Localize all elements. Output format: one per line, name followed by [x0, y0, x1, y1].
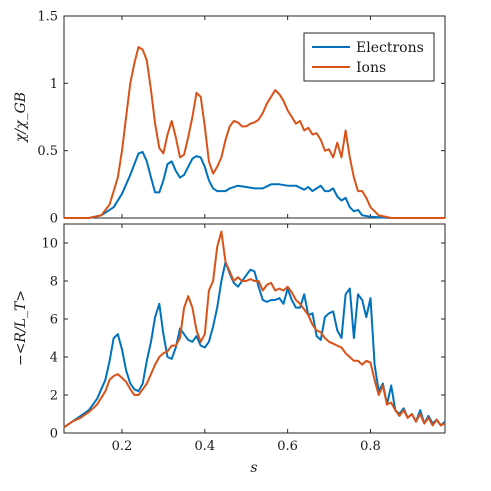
- top-panel-y-ticks: 0 0.5 1 1.5: [37, 10, 445, 227]
- bottom-panel-xtick-label: 0.6: [277, 439, 298, 454]
- bottom-panel-y-ticks: 0 2 4 6 8 10: [41, 237, 445, 442]
- top-panel-lines: [64, 46, 445, 219]
- bottom-panel-ytick-label: 0: [50, 427, 58, 442]
- bottom-panel-ytick-label: 10: [41, 237, 58, 252]
- top-panel-series-ions: [64, 46, 445, 219]
- top-panel-frame: [63, 15, 446, 219]
- bottom-panel-ylabel: −<R/L_T>: [13, 290, 29, 366]
- bottom-panel-xtick-label: 0.8: [360, 439, 381, 454]
- bottom-panel-series-ions: [63, 230, 446, 429]
- bottom-panel-lines: [63, 230, 446, 429]
- top-panel-ytick-label: 0: [50, 212, 58, 227]
- bottom-panel: 0 2 4 6 8 10 0.2 0.4 0.6 0.8 −<R/L_T> s: [13, 223, 446, 476]
- bottom-panel-ytick-label: 2: [50, 389, 58, 404]
- legend-electrons-label: Electrons: [356, 40, 424, 56]
- bottom-panel-xtick-label: 0.2: [112, 439, 133, 454]
- top-panel-ytick-label: 1: [50, 77, 58, 92]
- top-panel-series-electrons: [64, 151, 445, 219]
- top-panel: 0 0.5 1 1.5 Electrons Ions χ/χ_GB: [13, 10, 446, 227]
- bottom-panel-xtick-label: 0.4: [194, 439, 215, 454]
- bottom-panel-ytick-label: 6: [50, 313, 58, 328]
- bottom-panel-series-electrons: [63, 261, 446, 429]
- bottom-panel-ytick-label: 4: [50, 351, 58, 366]
- legend-box: [303, 32, 435, 82]
- legend: Electrons Ions: [303, 32, 435, 82]
- top-panel-ytick-label: 0.5: [37, 144, 58, 159]
- bottom-panel-ytick-label: 8: [50, 275, 58, 290]
- top-panel-ylabel: χ/χ_GB: [13, 92, 29, 143]
- bottom-panel-xlabel: s: [250, 460, 257, 476]
- bottom-panel-x-ticks: 0.2 0.4 0.6 0.8: [112, 224, 381, 454]
- legend-ions-label: Ions: [356, 60, 386, 76]
- top-panel-ytick-label: 1.5: [37, 10, 58, 25]
- bottom-panel-frame: [63, 223, 446, 434]
